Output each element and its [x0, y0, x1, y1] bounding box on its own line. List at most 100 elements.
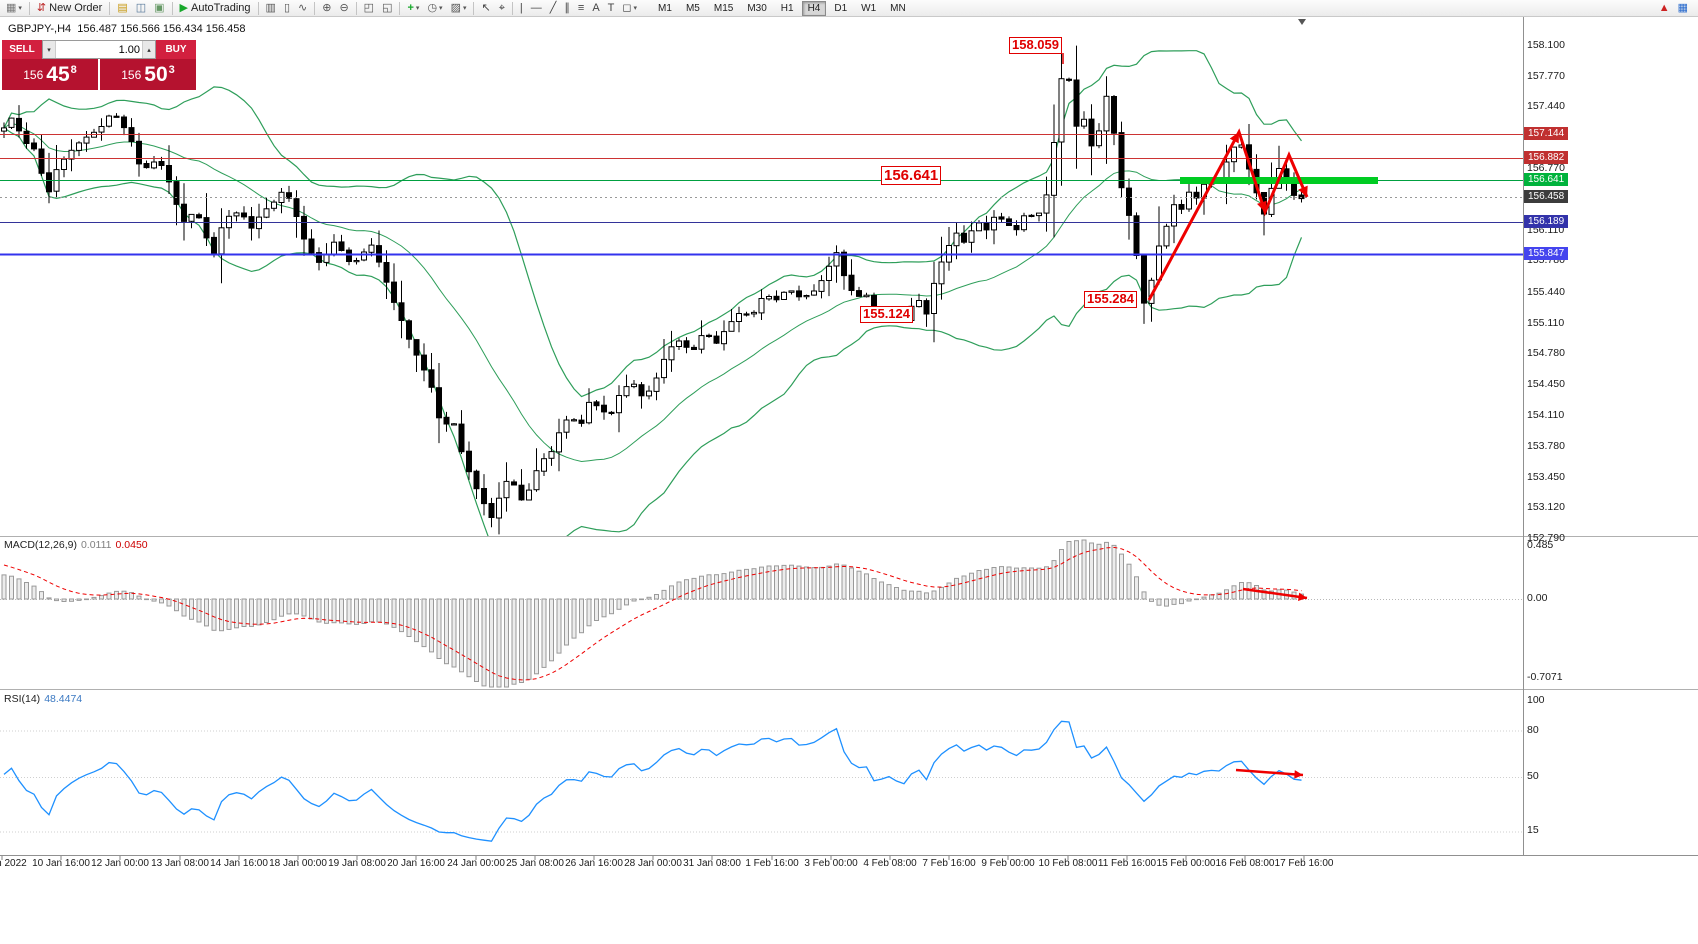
timeframe-m15-button[interactable]: M15 — [713, 2, 734, 14]
rsi-value: 48.4474 — [44, 693, 83, 705]
alerts-icon: ▲ — [1658, 1, 1670, 14]
shapes-icon[interactable]: ◻ ▾ — [619, 1, 640, 16]
toolbar-separator — [28, 1, 30, 15]
timeframe-m1-button[interactable]: M1 — [658, 2, 672, 14]
channel-icon[interactable]: ∥ — [561, 1, 573, 16]
new-order-button: ⇵ — [36, 1, 47, 14]
rsi-indicator-label: RSI(14) 48.4474 — [4, 693, 82, 705]
zoom-out-icon: ⊖ — [339, 1, 349, 14]
chart-title: GBPJPY-,H4 156.487 156.566 156.434 156.4… — [8, 23, 246, 35]
arrow-label-icon: T — [607, 1, 615, 14]
fibonacci-icon[interactable]: ≡ — [575, 1, 587, 16]
rsi-name: RSI(14) — [4, 693, 41, 705]
horizontal-line-icon[interactable]: — — [528, 1, 545, 16]
toolbar-right-items: ▲ ▦ — [1655, 0, 1692, 16]
periods-button[interactable]: ◷ ▾ — [424, 1, 445, 16]
indicators-button[interactable]: + ▾ — [404, 1, 422, 16]
vertical-line-icon: | — [519, 1, 523, 14]
timeframe-m30-button[interactable]: M30 — [747, 2, 767, 14]
trendline-icon[interactable]: ╱ — [547, 1, 560, 16]
strategy-tester-icon[interactable]: ▣ — [151, 1, 167, 16]
cascade-windows-icon[interactable]: ◱ — [379, 1, 395, 16]
trend-arrow[interactable] — [1235, 768, 1304, 779]
buy-price-small: 156 — [121, 67, 142, 82]
new-order-button[interactable]: ⇵ New Order — [34, 1, 105, 16]
chart-window-menu-icon[interactable]: ▦ ▾ — [3, 1, 25, 16]
macd-value: 0.0111 — [80, 539, 112, 551]
timeframe-m5-button[interactable]: M5 — [685, 2, 700, 14]
timeframe-mn-button[interactable]: MN — [890, 2, 906, 14]
macd-name: MACD(12,26,9) — [4, 539, 77, 551]
macd-indicator-label: MACD(12,26,9) 0.0111 0.0450 — [4, 539, 148, 551]
cascade-windows-icon: ◱ — [382, 1, 393, 14]
macd-histogram — [0, 539, 1523, 688]
macd-signal-value: 0.0450 — [115, 539, 148, 551]
cursor-icon: ↖ — [481, 1, 491, 14]
bar-chart-icon: ▥ — [265, 1, 276, 14]
crosshair-icon: ⌖ — [498, 1, 505, 14]
cursor-icon[interactable]: ↖ — [478, 1, 493, 16]
autotrading-button-label: AutoTrading — [191, 2, 251, 14]
timeframe-h1-button[interactable]: H1 — [780, 2, 794, 14]
tile-windows-icon: ◰ — [363, 1, 375, 14]
data-window-icon[interactable]: ◫ — [133, 1, 149, 16]
dropdown-caret-icon[interactable]: ▾ — [415, 5, 420, 12]
dropdown-caret-icon[interactable]: ▾ — [633, 5, 638, 12]
zoom-out-icon[interactable]: ⊖ — [336, 1, 351, 16]
dropdown-caret-icon[interactable]: ▾ — [18, 5, 22, 12]
toolbar-separator — [355, 1, 357, 15]
toolbar-separator — [473, 1, 475, 15]
periods-button: ◷ — [427, 1, 438, 14]
sell-price-big: 45 — [46, 62, 70, 86]
alerts-icon[interactable]: ▲ — [1656, 1, 1673, 16]
toolbar-separator — [171, 1, 173, 15]
volume-decrease-button[interactable]: ▾ — [43, 41, 56, 58]
tile-windows-icon[interactable]: ◰ — [361, 1, 377, 16]
candlestick-chart-icon[interactable]: ▯ — [281, 1, 293, 16]
one-click-trading-widget[interactable]: SELL ▾ ▴ BUY 156 45 8 156 50 3 — [2, 40, 196, 90]
candlestick-chart-icon: ▯ — [283, 1, 291, 14]
templates-button[interactable]: ▨ ▾ — [448, 1, 470, 16]
one-click-trading-price-row: 156 45 8 156 50 3 — [2, 59, 196, 90]
community-icon[interactable]: ▦ — [1675, 1, 1691, 16]
dropdown-caret-icon[interactable]: ▾ — [462, 5, 467, 12]
toolbar-separator — [314, 1, 316, 15]
rsi-line — [0, 720, 1523, 842]
market-watch-icon[interactable]: ▤ — [114, 1, 130, 16]
trend-arrow[interactable] — [1147, 128, 1309, 301]
timeframe-w1-button[interactable]: W1 — [861, 2, 877, 14]
chart-window: GBPJPY-,H4 156.487 156.566 156.434 156.4… — [0, 17, 1698, 944]
main-toolbar: ▦ ▾ ⇵ New Order ▤ ◫ ▣ ▶ AutoTrading ▥ ▯ ∿ ⊕ ⊖ ◰ ◱ + ▾ ◷ ▾ ▨ ▾… — [0, 0, 1698, 17]
buy-button[interactable]: BUY — [156, 40, 196, 59]
line-chart-icon[interactable]: ∿ — [295, 1, 310, 16]
timeframe-h4-button[interactable]: H4 — [801, 0, 827, 16]
text-icon[interactable]: A — [589, 1, 602, 16]
one-click-trading-top-row: SELL ▾ ▴ BUY — [2, 40, 196, 59]
shapes-icon: ◻ — [622, 1, 632, 14]
crosshair-icon[interactable]: ⌖ — [496, 1, 508, 16]
autotrading-button[interactable]: ▶ AutoTrading — [177, 1, 254, 16]
buy-price-sup: 3 — [168, 63, 175, 76]
dropdown-caret-icon[interactable]: ▾ — [439, 5, 443, 12]
bar-chart-icon[interactable]: ▥ — [263, 1, 279, 16]
sell-price-display[interactable]: 156 45 8 — [2, 59, 98, 90]
timeframe-toolbar: M1 M5 M15 M30 H1 H4 D1 W1 MN — [651, 0, 913, 16]
autotrading-button: ▶ — [179, 1, 189, 14]
chart-shift-marker[interactable] — [1298, 19, 1306, 25]
volume-field: ▾ ▴ — [42, 40, 156, 59]
zoom-in-icon[interactable]: ⊕ — [319, 1, 334, 16]
sell-button[interactable]: SELL — [2, 40, 42, 59]
strategy-tester-icon: ▣ — [154, 1, 165, 14]
timeframe-d1-button[interactable]: D1 — [834, 2, 848, 14]
volume-increase-button[interactable]: ▴ — [142, 41, 155, 58]
data-window-icon: ◫ — [135, 1, 147, 14]
trend-arrow[interactable] — [1242, 587, 1308, 601]
macd-signal-line — [3, 546, 1302, 681]
templates-button: ▨ — [450, 1, 461, 14]
buy-price-display[interactable]: 156 50 3 — [100, 59, 196, 90]
zoom-in-icon: ⊕ — [322, 1, 332, 14]
vertical-line-icon[interactable]: | — [517, 1, 526, 16]
volume-input[interactable] — [56, 41, 142, 58]
arrow-label-icon[interactable]: T — [605, 1, 618, 16]
